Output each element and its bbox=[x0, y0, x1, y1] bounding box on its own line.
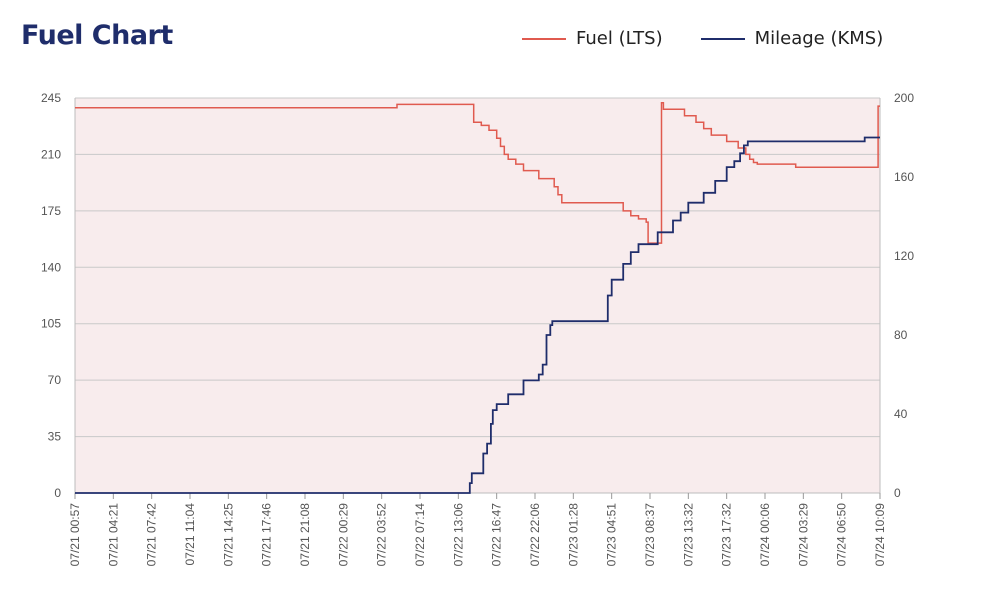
legend-item-mileage[interactable]: Mileage (KMS) bbox=[700, 28, 884, 49]
x-tick-label: 07/21 04:21 bbox=[106, 503, 120, 567]
y-right-tick-label: 160 bbox=[894, 170, 914, 184]
x-tick-label: 07/23 17:32 bbox=[720, 503, 734, 567]
chart-legend: Fuel (LTS) Mileage (KMS) bbox=[522, 28, 921, 49]
x-tick-label: 07/24 03:29 bbox=[796, 503, 810, 567]
y-left-tick-label: 210 bbox=[41, 147, 61, 161]
y-left-tick-label: 0 bbox=[54, 486, 61, 500]
x-tick-label: 07/21 00:57 bbox=[68, 503, 82, 567]
x-tick-label: 07/24 10:09 bbox=[873, 503, 887, 567]
x-tick-label: 07/24 00:06 bbox=[758, 503, 772, 567]
y-left-tick-label: 245 bbox=[41, 91, 61, 105]
x-tick-label: 07/22 07:14 bbox=[413, 503, 427, 567]
y-right-tick-label: 0 bbox=[894, 486, 901, 500]
plot-background bbox=[75, 98, 880, 493]
x-tick-label: 07/21 21:08 bbox=[298, 503, 312, 567]
x-tick-label: 07/23 13:32 bbox=[681, 503, 695, 567]
series-lines bbox=[75, 102, 880, 494]
legend-label-mileage: Mileage (KMS) bbox=[754, 28, 884, 49]
x-tick-label: 07/21 11:04 bbox=[183, 503, 197, 566]
y-left-tick-label: 105 bbox=[41, 317, 61, 331]
y-left-tick-label: 175 bbox=[41, 204, 61, 218]
series-line-mileage bbox=[75, 136, 880, 494]
y-right-tick-label: 40 bbox=[894, 407, 908, 421]
legend-label-fuel: Fuel (LTS) bbox=[576, 28, 663, 49]
chart-title: Fuel Chart bbox=[21, 20, 173, 51]
x-tick-label: 07/22 00:29 bbox=[336, 503, 350, 567]
x-tick-label: 07/21 07:42 bbox=[145, 503, 159, 567]
y-left-tick-label: 140 bbox=[41, 260, 61, 274]
y-right-tick-label: 120 bbox=[894, 249, 914, 263]
y-left-tick-label: 70 bbox=[48, 373, 62, 387]
series-line-fuel bbox=[75, 102, 880, 244]
x-tick-label: 07/22 22:06 bbox=[528, 503, 542, 567]
x-tick-label: 07/22 03:52 bbox=[375, 503, 389, 567]
x-tick-label: 07/21 17:46 bbox=[260, 503, 274, 567]
y-right-tick-label: 80 bbox=[894, 328, 908, 342]
x-tick-label: 07/21 14:25 bbox=[221, 503, 235, 567]
legend-item-fuel[interactable]: Fuel (LTS) bbox=[522, 28, 663, 49]
legend-swatch-fuel bbox=[522, 37, 566, 40]
x-tick-label: 07/24 06:50 bbox=[835, 503, 849, 567]
y-left-tick-label: 35 bbox=[48, 430, 62, 444]
x-tick-label: 07/22 16:47 bbox=[490, 503, 504, 567]
y-right-tick-label: 200 bbox=[894, 91, 914, 105]
legend-swatch-mileage bbox=[700, 37, 745, 40]
x-tick-label: 07/23 04:51 bbox=[605, 503, 619, 567]
x-tick-label: 07/22 13:06 bbox=[451, 503, 465, 567]
x-tick-label: 07/23 01:28 bbox=[566, 503, 580, 567]
x-tick-label: 07/23 08:37 bbox=[643, 503, 657, 567]
